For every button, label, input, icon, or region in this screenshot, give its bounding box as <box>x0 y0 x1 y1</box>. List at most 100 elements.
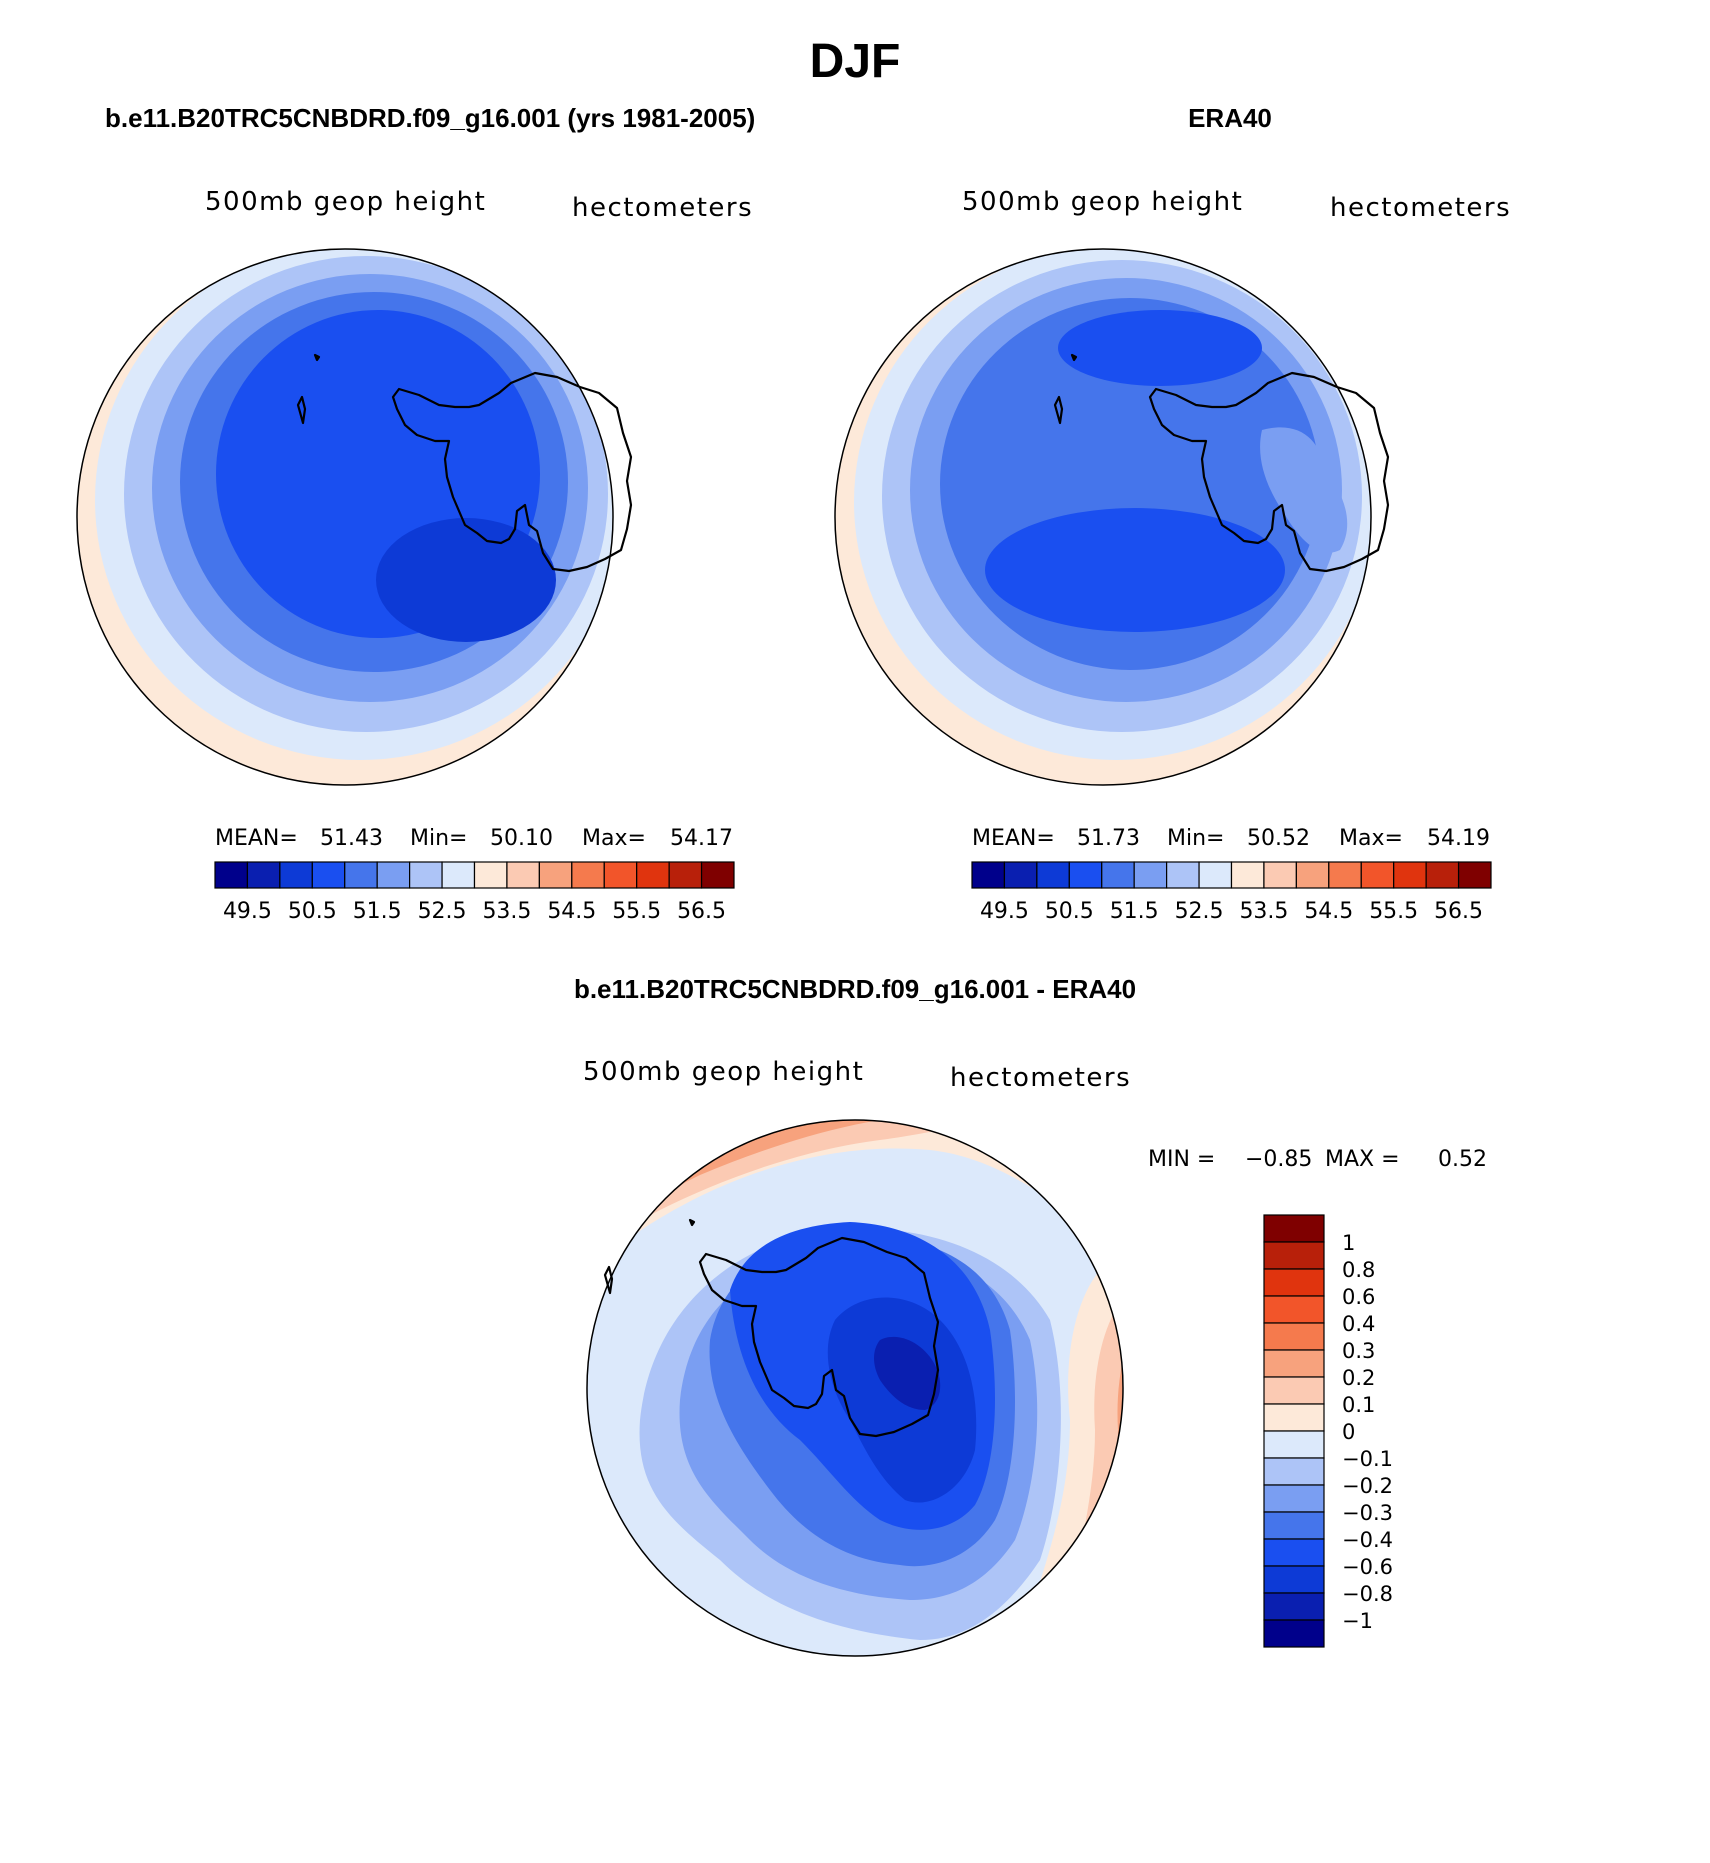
panel-difference-max-value: 0.52 <box>1438 1147 1487 1172</box>
panel-model-colorbar-box <box>376 861 411 889</box>
panel-model: b.e11.B20TRC5CNBDRD.f09_g16.001 (yrs 198… <box>76 103 755 924</box>
panel-model-colorbar-box <box>311 861 346 889</box>
panel-model-max-value: 54.17 <box>670 826 733 851</box>
panel-era40-colorbar-label: 54.5 <box>1304 899 1353 924</box>
panel-era40-colorbar-label: 55.5 <box>1369 899 1418 924</box>
panel-difference-colorbar-box <box>1263 1511 1325 1540</box>
panel-era40-colorbar-label: 50.5 <box>1045 899 1094 924</box>
panel-difference-colorbar-label: 0.2 <box>1342 1366 1375 1390</box>
panel-era40-min-label: Min= <box>1167 826 1224 851</box>
panel-model-map-outline <box>76 248 614 786</box>
panel-difference-map-outline <box>586 1119 1124 1657</box>
panel-model-mean-value: 51.43 <box>320 826 383 851</box>
panel-era40-mean-value: 51.73 <box>1077 826 1140 851</box>
panel-era40-colorbar-box <box>1263 861 1297 889</box>
panel-difference-min-label: MIN = <box>1148 1147 1215 1172</box>
panel-difference-max-label: MAX = <box>1325 1147 1400 1172</box>
panel-difference-left-label: 500mb geop height <box>583 1057 864 1087</box>
panel-difference-right-label: hectometers <box>950 1063 1131 1093</box>
panel-difference-colorbar-label: −0.8 <box>1342 1582 1393 1606</box>
panel-difference-colorbar-label: −0.1 <box>1342 1447 1393 1471</box>
panel-model-colorbar-label: 54.5 <box>547 899 596 924</box>
panel-model-min-value: 50.10 <box>490 826 553 851</box>
panel-era40-colorbar-box <box>1068 861 1103 889</box>
panel-era40-heading: ERA40 <box>1188 103 1272 133</box>
panel-difference-colorbar-box <box>1263 1214 1325 1243</box>
panel-model-colorbar-box <box>214 861 249 889</box>
panel-difference-colorbar-box <box>1263 1484 1325 1513</box>
panel-model-colorbar-box <box>668 861 703 889</box>
panel-difference-colorbar-label: 1 <box>1342 1231 1355 1255</box>
panel-era40-mean-label: MEAN= <box>972 826 1055 851</box>
panel-model-colorbar-box <box>441 861 476 889</box>
panel-era40-colorbar-label: 49.5 <box>980 899 1029 924</box>
panel-difference-colorbar-box <box>1263 1376 1325 1405</box>
panel-era40-colorbar-box <box>1003 861 1038 889</box>
panel-era40-colorbar-box <box>1457 861 1492 889</box>
panel-difference-colorbar-box <box>1263 1430 1325 1459</box>
panel-difference-min-value: −0.85 <box>1245 1147 1312 1172</box>
figure-title: DJF <box>810 35 901 88</box>
panel-model-map <box>77 249 613 785</box>
panel-difference-colorbar-box <box>1263 1241 1325 1270</box>
panel-model-left-label: 500mb geop height <box>205 187 486 217</box>
panel-era40-colorbar-box <box>1360 861 1395 889</box>
panel-era40-max-label: Max= <box>1339 826 1403 851</box>
panel-model-colorbar-box <box>700 861 735 889</box>
panel-era40-colorbar-box <box>1101 861 1135 889</box>
panel-model-colorbar-box <box>603 861 638 889</box>
panel-model-colorbar-box <box>344 861 378 889</box>
panel-difference-colorbar-box <box>1263 1457 1325 1486</box>
panel-model-colorbar-box <box>246 861 281 889</box>
panel-model-colorbar-box <box>506 861 540 889</box>
panel-difference-colorbar-label: −0.3 <box>1342 1501 1393 1525</box>
panel-era40-colorbar-box <box>971 861 1006 889</box>
panel-era40-colorbar-box <box>1295 861 1330 889</box>
panel-era40-colorbar-box <box>1133 861 1168 889</box>
panel-difference-colorbar-box <box>1263 1538 1325 1567</box>
panel-era40-map <box>835 249 1371 785</box>
panel-era40-colorbar-box <box>1198 861 1233 889</box>
panel-model-colorbar-label: 50.5 <box>288 899 337 924</box>
panel-era40-max-value: 54.19 <box>1427 826 1490 851</box>
panel-era40-min-value: 50.52 <box>1247 826 1310 851</box>
panel-difference-map <box>587 1120 1123 1656</box>
panel-difference-colorbar-box <box>1263 1322 1325 1351</box>
panel-difference-colorbar-label: 0.8 <box>1342 1258 1375 1282</box>
panel-model-colorbar-box <box>571 861 605 889</box>
panel-model-colorbar-box <box>538 861 573 889</box>
panel-difference: b.e11.B20TRC5CNBDRD.f09_g16.001 - ERA40 … <box>574 974 1487 1657</box>
panel-era40-colorbar-box <box>1036 861 1070 889</box>
panel-model-colorbar-label: 53.5 <box>482 899 531 924</box>
panel-model-colorbar: 49.5 50.5 51.5 52.5 53.5 54.5 55.5 56.5 <box>214 861 735 924</box>
panel-era40-right-label: hectometers <box>1330 193 1511 223</box>
panel-difference-colorbar-box <box>1263 1619 1325 1648</box>
panel-difference-colorbar-box <box>1263 1592 1325 1621</box>
panel-era40-colorbar-box <box>1425 861 1460 889</box>
panel-difference-colorbar-box <box>1263 1295 1325 1324</box>
panel-difference-colorbar-label: −0.4 <box>1342 1528 1393 1552</box>
panel-model-mean-label: MEAN= <box>215 826 298 851</box>
panel-difference-colorbar-label: −0.2 <box>1342 1474 1393 1498</box>
panel-era40-colorbar-label: 51.5 <box>1110 899 1159 924</box>
panel-difference-colorbar-label: −0.6 <box>1342 1555 1393 1579</box>
panel-difference-colorbar-label: 0.1 <box>1342 1393 1375 1417</box>
panel-era40-colorbar-box <box>1328 861 1362 889</box>
panel-model-colorbar-label: 49.5 <box>223 899 272 924</box>
panel-era40-colorbar-label: 53.5 <box>1239 899 1288 924</box>
panel-era40-colorbar-box <box>1166 861 1200 889</box>
panel-era40-left-label: 500mb geop height <box>962 187 1243 217</box>
panel-era40-colorbar-box <box>1393 861 1427 889</box>
panel-model-colorbar-label: 55.5 <box>612 899 661 924</box>
panel-model-colorbar-label: 56.5 <box>677 899 726 924</box>
panel-difference-colorbar-label: −1 <box>1342 1609 1373 1633</box>
panel-difference-colorbar-label: 0.6 <box>1342 1285 1375 1309</box>
panel-era40-map-outline <box>834 248 1372 786</box>
panel-era40-colorbar-label: 56.5 <box>1434 899 1483 924</box>
panel-difference-colorbar-label: 0 <box>1342 1420 1355 1444</box>
panel-era40-colorbar: 49.5 50.5 51.5 52.5 53.5 54.5 55.5 56.5 <box>971 861 1492 924</box>
panel-model-colorbar-label: 51.5 <box>353 899 402 924</box>
panel-model-colorbar-box <box>636 861 670 889</box>
panel-difference-colorbar-box <box>1263 1403 1325 1432</box>
